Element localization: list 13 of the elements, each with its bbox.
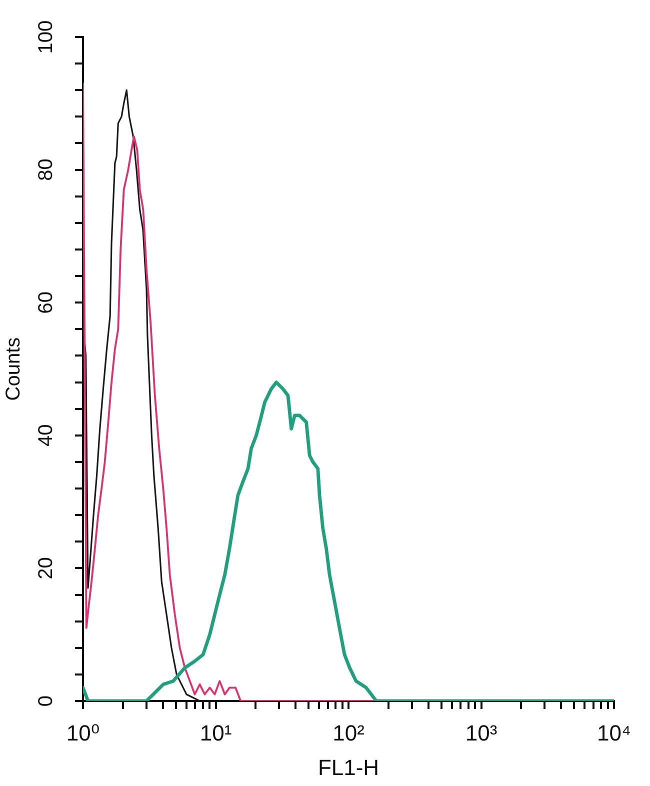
y-axis-title: Counts — [2, 337, 25, 401]
y-tick-label: 60 — [34, 291, 57, 314]
x-tick-label: 10⁴ — [597, 720, 631, 746]
y-tick-label: 20 — [34, 557, 57, 580]
x-tick-label: 10⁰ — [66, 720, 100, 746]
y-tick-label: 80 — [34, 158, 57, 181]
y-tick-label: 100 — [34, 20, 57, 54]
y-tick-label: 0 — [34, 695, 57, 707]
x-tick-label: 10¹ — [200, 720, 232, 746]
x-tick-label: 10² — [332, 720, 364, 746]
x-tick-label: 10³ — [465, 720, 498, 746]
y-tick-label: 40 — [34, 424, 57, 447]
x-axis-title: FL1-H — [318, 754, 380, 780]
